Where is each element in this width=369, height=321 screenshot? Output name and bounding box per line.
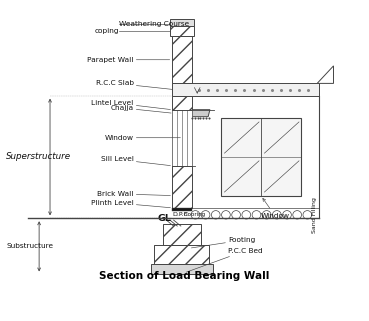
Bar bbox=[170, 19, 194, 26]
Bar bbox=[170, 26, 194, 36]
Bar bbox=[221, 118, 301, 195]
Text: GL: GL bbox=[157, 214, 171, 223]
Bar bbox=[154, 245, 209, 264]
Bar bbox=[151, 264, 213, 274]
Text: Superstructure: Superstructure bbox=[6, 152, 72, 161]
Bar bbox=[172, 36, 192, 83]
Bar bbox=[163, 224, 201, 245]
Text: Lintel Level: Lintel Level bbox=[92, 100, 170, 109]
Text: Substructure: Substructure bbox=[6, 243, 54, 249]
Text: Sand Filling: Sand Filling bbox=[312, 197, 317, 233]
Text: Sill Level: Sill Level bbox=[101, 156, 170, 166]
Text: Chajja: Chajja bbox=[110, 105, 171, 113]
Text: Window: Window bbox=[261, 198, 290, 219]
Bar bbox=[172, 166, 192, 208]
Bar bbox=[172, 96, 192, 110]
Text: coping: coping bbox=[94, 28, 119, 34]
Polygon shape bbox=[192, 110, 210, 117]
Text: Window: Window bbox=[105, 135, 180, 141]
Bar bbox=[172, 208, 192, 211]
Text: D.P.C: D.P.C bbox=[172, 212, 188, 217]
Text: Plinth Level: Plinth Level bbox=[91, 200, 170, 208]
Text: Footing: Footing bbox=[192, 237, 255, 248]
Text: Parapet Wall: Parapet Wall bbox=[87, 57, 170, 63]
Text: Section of Load Bearing Wall: Section of Load Bearing Wall bbox=[99, 271, 270, 281]
Bar bbox=[172, 83, 319, 96]
Text: P.C.C Bed: P.C.C Bed bbox=[186, 248, 263, 272]
Text: R.C.C Slab: R.C.C Slab bbox=[96, 80, 172, 89]
Text: Flooring: Flooring bbox=[184, 212, 206, 217]
Bar bbox=[172, 110, 192, 166]
Text: Weathering Course: Weathering Course bbox=[119, 21, 189, 27]
Polygon shape bbox=[317, 66, 334, 83]
Text: Brick Wall: Brick Wall bbox=[97, 191, 170, 197]
